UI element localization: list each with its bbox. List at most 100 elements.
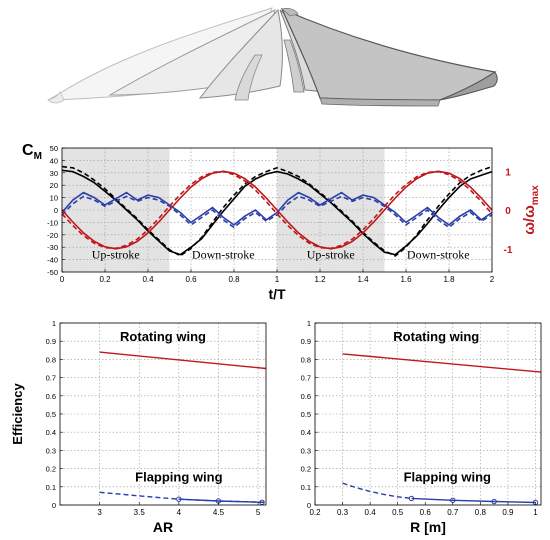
y-tick-label: 0.2 <box>46 465 56 474</box>
x-tick-label: 0.2 <box>99 275 111 284</box>
x-axis-label: AR <box>153 519 173 535</box>
y-tick-label: -50 <box>47 268 58 277</box>
x-tick-label: 3 <box>97 508 102 517</box>
y-tick-label: 1 <box>307 319 311 328</box>
y-tick-label: 0.5 <box>301 410 311 419</box>
y-tick-label: 40 <box>50 156 58 165</box>
y2-tick-label: 1 <box>505 167 511 178</box>
x-tick-label: 1.6 <box>400 275 412 284</box>
y-tick-label: -20 <box>47 231 58 240</box>
y-tick-label: 0.6 <box>46 392 56 401</box>
y-tick-label: 0.7 <box>301 374 311 383</box>
x-tick-label: 4.5 <box>213 508 225 517</box>
y-tick-label: -30 <box>47 243 58 252</box>
y-axis-label: CM <box>22 142 42 162</box>
series-line <box>61 191 493 226</box>
y-axis-label-sub: M <box>34 151 42 162</box>
x-tick-label: 1 <box>275 275 280 284</box>
x-tick-label: 0.3 <box>337 508 349 517</box>
x-tick-label: 0.5 <box>392 508 404 517</box>
x-tick-label: 2 <box>490 275 495 284</box>
x-tick-label: 0.4 <box>142 275 154 284</box>
x-tick-label: 3.5 <box>134 508 146 517</box>
phase-label: Up-stroke <box>307 247 355 261</box>
y-tick-label: 50 <box>50 144 58 153</box>
x-tick-label: 0 <box>60 275 65 284</box>
y-tick-label: -10 <box>47 218 58 227</box>
y-tick-label: 0 <box>54 206 58 215</box>
y2-axis-label: ω/ωmax <box>521 185 541 235</box>
x-tick-label: 4 <box>177 508 182 517</box>
x-tick-label: 0.4 <box>365 508 377 517</box>
y-tick-label: 0 <box>307 501 311 510</box>
x-tick-label: 0.2 <box>309 508 321 517</box>
series-line <box>61 170 493 250</box>
wing-shape <box>283 39 305 93</box>
y-tick-label: -40 <box>47 256 58 265</box>
series-annotation: Flapping wing <box>135 469 222 484</box>
x-tick-label: 0.7 <box>447 508 459 517</box>
y-tick-label: 0 <box>52 501 56 510</box>
y2-tick-label: 0 <box>505 206 511 217</box>
y-tick-label: 0.6 <box>301 392 311 401</box>
series-line <box>411 497 536 504</box>
x-tick-label: 0.8 <box>475 508 487 517</box>
data-point <box>491 498 497 505</box>
x-axis-label: R [m] <box>410 519 446 535</box>
series-annotation: Flapping wing <box>404 469 491 484</box>
y-tick-label: 0.3 <box>301 446 311 455</box>
y-tick-label: 0.4 <box>301 428 311 437</box>
efficiency-r-chart: 0.2 0.3 0.4 0.5 0.6 0.7 0.8 0.9 1 0 0.1 0.2 0.3 0.4 0.… <box>301 319 542 535</box>
phase-label: Down-stroke <box>192 247 255 261</box>
y-tick-label: 1 <box>52 319 56 328</box>
y2-axis-label-sub: max <box>530 185 541 205</box>
series-line <box>99 491 267 503</box>
y-tick-label: 30 <box>50 169 58 178</box>
y-tick-label: 0.2 <box>301 465 311 474</box>
series-annotation: Rotating wing <box>393 329 479 344</box>
series-line <box>99 351 267 370</box>
series-line <box>342 353 542 373</box>
y-tick-label: 0.1 <box>46 483 56 492</box>
y-tick-label: 0.3 <box>46 446 56 455</box>
phase-label: Down-stroke <box>407 247 470 261</box>
x-tick-label: 0.8 <box>228 275 240 284</box>
efficiency-ar-chart: 3 3.5 4 4.5 5 0 0.1 0.2 0.3 0.4 0.5 0.6 0.7 0.8 0.9 1 Ro… <box>10 319 267 535</box>
x-tick-label: 1.8 <box>443 275 455 284</box>
data-point <box>176 496 182 502</box>
wing-shape <box>281 8 299 17</box>
data-point <box>259 499 265 505</box>
wing-shape <box>439 71 498 101</box>
y-tick-label: 20 <box>50 181 58 190</box>
y2-tick-label: -1 <box>504 245 513 256</box>
phase-label: Up-stroke <box>92 247 140 261</box>
series-annotation: Rotating wing <box>120 329 206 344</box>
y-tick-label: 10 <box>50 194 58 203</box>
y-tick-label: 0.9 <box>301 337 311 346</box>
wing-shape <box>319 97 441 107</box>
series-line <box>342 482 412 500</box>
wing-shape <box>198 8 283 99</box>
y-tick-label: 0.9 <box>46 337 56 346</box>
y2-axis-label-main: ω/ω <box>521 205 538 235</box>
y-tick-label: 0.8 <box>46 355 56 364</box>
wing-shape <box>234 54 263 101</box>
series-line <box>178 498 263 503</box>
x-tick-label: 0.6 <box>420 508 432 517</box>
y-axis-label: Efficiency <box>10 383 25 445</box>
y-tick-label: 0.5 <box>46 410 56 419</box>
x-tick-label: 1 <box>533 508 538 517</box>
y-tick-label: 0.4 <box>46 428 56 437</box>
moment-chart: 0 0.2 0.4 0.6 0.8 1 1.2 1.4 1.6 1.8 2 -50 -40 -30 -20 -… <box>22 142 541 302</box>
x-tick-label: 1.4 <box>357 275 369 284</box>
y-tick-label: 0.7 <box>46 374 56 383</box>
wing-shape <box>47 91 65 104</box>
series-line <box>61 165 493 257</box>
x-tick-label: 0.9 <box>502 508 514 517</box>
series-line <box>61 169 493 256</box>
x-tick-label: 5 <box>256 508 261 517</box>
wing-sequence-icon <box>47 7 498 107</box>
y-tick-label: 0.1 <box>301 483 311 492</box>
x-tick-label: 0.6 <box>185 275 197 284</box>
